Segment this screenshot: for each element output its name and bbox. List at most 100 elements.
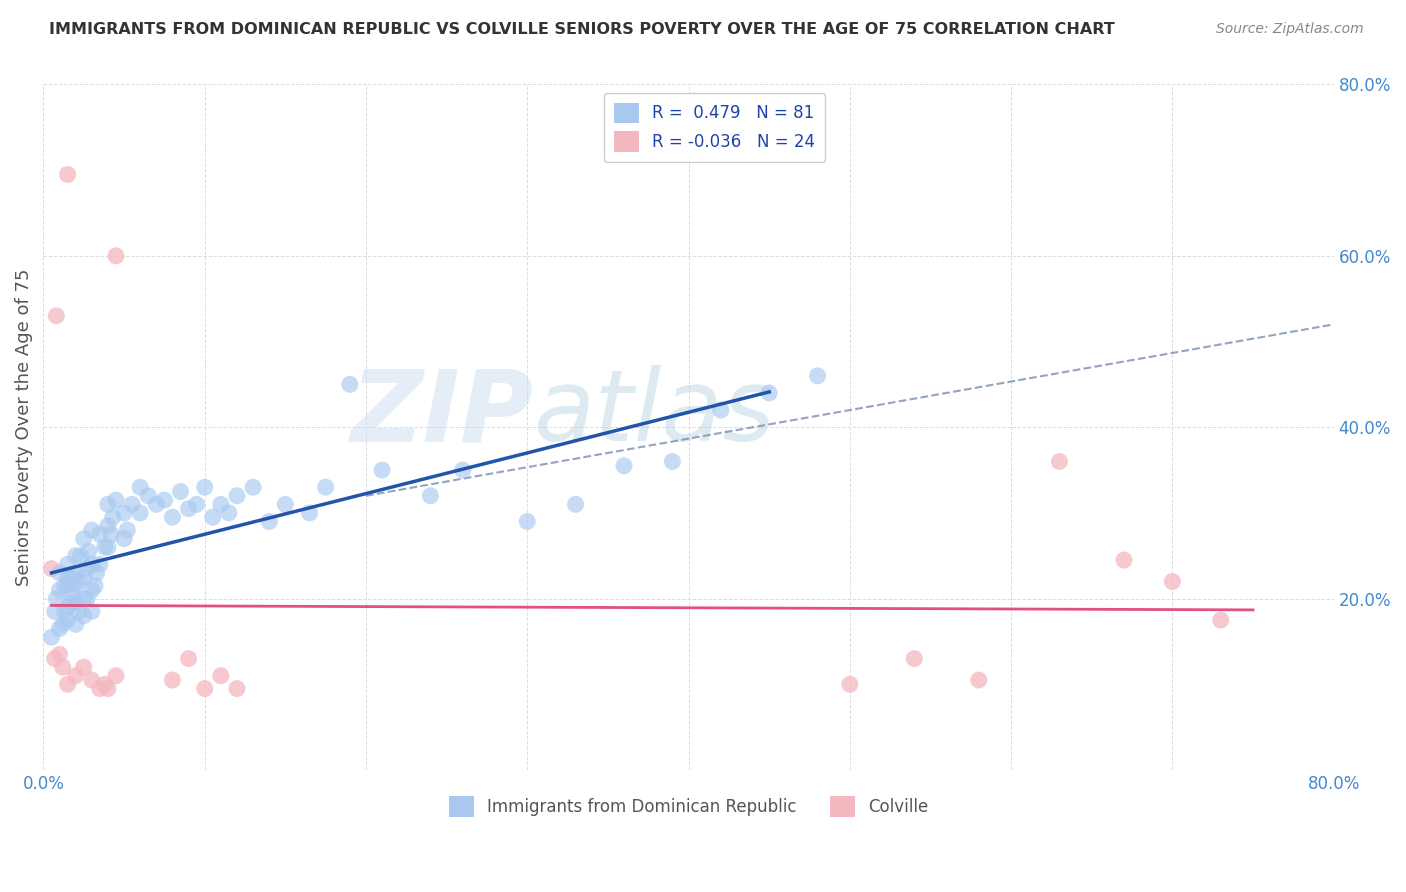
Point bbox=[65, 669, 87, 683]
Point bbox=[65, 549, 87, 563]
Point bbox=[56, 558, 79, 572]
Point bbox=[226, 489, 249, 503]
Point bbox=[93, 540, 115, 554]
Point bbox=[903, 651, 925, 665]
Point bbox=[67, 574, 90, 589]
Point bbox=[451, 463, 474, 477]
Point bbox=[44, 651, 66, 665]
Point bbox=[194, 480, 217, 494]
Point bbox=[89, 527, 111, 541]
Point bbox=[371, 463, 394, 477]
Point bbox=[1049, 454, 1071, 468]
Point bbox=[48, 566, 70, 580]
Point bbox=[86, 566, 108, 580]
Point bbox=[41, 561, 63, 575]
Point bbox=[52, 617, 75, 632]
Text: IMMIGRANTS FROM DOMINICAN REPUBLIC VS COLVILLE SENIORS POVERTY OVER THE AGE OF 7: IMMIGRANTS FROM DOMINICAN REPUBLIC VS CO… bbox=[49, 22, 1115, 37]
Point bbox=[56, 613, 79, 627]
Point bbox=[242, 480, 264, 494]
Point bbox=[89, 558, 111, 572]
Point bbox=[169, 484, 191, 499]
Point bbox=[62, 587, 84, 601]
Point bbox=[45, 591, 67, 606]
Point bbox=[73, 570, 96, 584]
Point bbox=[97, 540, 120, 554]
Point bbox=[339, 377, 361, 392]
Point bbox=[48, 582, 70, 597]
Point bbox=[758, 386, 780, 401]
Point bbox=[56, 579, 79, 593]
Point bbox=[62, 570, 84, 584]
Point bbox=[226, 681, 249, 696]
Point bbox=[65, 617, 87, 632]
Point bbox=[806, 368, 828, 383]
Point bbox=[89, 681, 111, 696]
Point bbox=[257, 515, 280, 529]
Point bbox=[44, 604, 66, 618]
Y-axis label: Seniors Poverty Over the Age of 75: Seniors Poverty Over the Age of 75 bbox=[15, 268, 32, 586]
Point bbox=[218, 506, 240, 520]
Point bbox=[52, 660, 75, 674]
Point bbox=[104, 669, 127, 683]
Point bbox=[661, 454, 683, 468]
Point bbox=[97, 518, 120, 533]
Point bbox=[298, 506, 321, 520]
Point bbox=[56, 570, 79, 584]
Point bbox=[48, 648, 70, 662]
Point bbox=[53, 579, 76, 593]
Point bbox=[80, 582, 103, 597]
Point bbox=[117, 523, 139, 537]
Point bbox=[162, 673, 184, 687]
Point bbox=[1112, 553, 1135, 567]
Point bbox=[162, 510, 184, 524]
Point bbox=[145, 497, 167, 511]
Point bbox=[710, 403, 733, 417]
Point bbox=[48, 622, 70, 636]
Point bbox=[613, 458, 636, 473]
Point bbox=[209, 497, 232, 511]
Point bbox=[177, 501, 200, 516]
Point bbox=[97, 497, 120, 511]
Point bbox=[112, 532, 135, 546]
Point bbox=[80, 604, 103, 618]
Point bbox=[84, 579, 107, 593]
Point bbox=[564, 497, 586, 511]
Point bbox=[65, 579, 87, 593]
Point bbox=[93, 677, 115, 691]
Text: Source: ZipAtlas.com: Source: ZipAtlas.com bbox=[1216, 22, 1364, 37]
Point bbox=[73, 660, 96, 674]
Point bbox=[1161, 574, 1184, 589]
Point bbox=[101, 510, 124, 524]
Point bbox=[59, 596, 82, 610]
Point bbox=[65, 566, 87, 580]
Point bbox=[97, 681, 120, 696]
Point bbox=[45, 309, 67, 323]
Text: ZIP: ZIP bbox=[350, 365, 534, 462]
Point bbox=[516, 515, 538, 529]
Point bbox=[838, 677, 860, 691]
Point bbox=[136, 489, 159, 503]
Point bbox=[194, 681, 217, 696]
Point bbox=[201, 510, 224, 524]
Point bbox=[315, 480, 337, 494]
Point bbox=[56, 600, 79, 615]
Point bbox=[177, 651, 200, 665]
Point bbox=[76, 561, 98, 575]
Point bbox=[104, 249, 127, 263]
Point bbox=[153, 493, 176, 508]
Point bbox=[967, 673, 990, 687]
Point bbox=[76, 591, 98, 606]
Point bbox=[121, 497, 143, 511]
Legend: Immigrants from Dominican Republic, Colville: Immigrants from Dominican Republic, Colv… bbox=[441, 789, 935, 823]
Point bbox=[80, 558, 103, 572]
Point bbox=[77, 544, 100, 558]
Point bbox=[80, 523, 103, 537]
Point bbox=[209, 669, 232, 683]
Point bbox=[186, 497, 208, 511]
Point bbox=[274, 497, 297, 511]
Point bbox=[100, 527, 122, 541]
Point bbox=[1209, 613, 1232, 627]
Point bbox=[419, 489, 441, 503]
Point bbox=[67, 604, 90, 618]
Point bbox=[80, 673, 103, 687]
